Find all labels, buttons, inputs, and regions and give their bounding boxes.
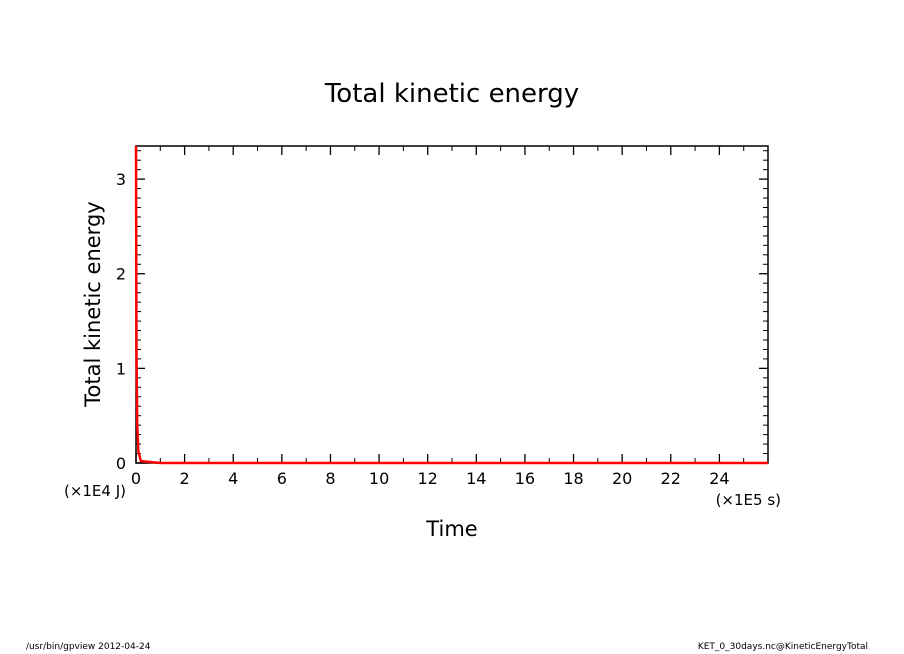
y-tick-label: 0 bbox=[116, 454, 126, 473]
x-tick-label: 4 bbox=[228, 469, 238, 488]
series-line bbox=[134, 145, 768, 465]
x-tick-label: 20 bbox=[612, 469, 632, 488]
x-tick-labels: 0 2 4 6 8 10 12 14 16 18 20 22 24 bbox=[131, 469, 730, 488]
y-tick-labels: 0 1 2 3 bbox=[116, 170, 126, 473]
x-tick-label: 8 bbox=[325, 469, 335, 488]
data-series bbox=[134, 145, 768, 465]
footer-source-info: /usr/bin/gpview 2012-04-24 bbox=[26, 642, 151, 652]
x-tick-label: 22 bbox=[661, 469, 681, 488]
y-tick-label: 3 bbox=[116, 170, 126, 189]
x-axis-label: Time bbox=[425, 517, 477, 541]
y-tick-label: 1 bbox=[116, 359, 126, 378]
plot-area bbox=[135, 145, 769, 464]
plot-frame bbox=[135, 145, 769, 464]
x-tick-label: 18 bbox=[563, 469, 583, 488]
tick-marks bbox=[135, 146, 769, 464]
x-tick-label: 16 bbox=[515, 469, 535, 488]
x-tick-label: 14 bbox=[466, 469, 486, 488]
x-tick-label: 12 bbox=[418, 469, 438, 488]
x-axis-unit: (×1E5 s) bbox=[716, 491, 781, 509]
x-tick-label: 10 bbox=[369, 469, 389, 488]
y-tick-label: 2 bbox=[116, 265, 126, 284]
x-tick-label: 6 bbox=[277, 469, 287, 488]
x-tick-label: 0 bbox=[131, 469, 141, 488]
y-axis-unit: (×1E4 J) bbox=[64, 482, 126, 500]
x-tick-label: 2 bbox=[180, 469, 190, 488]
footer-variable-info: KET_0_30days.nc@KineticEnergyTotal bbox=[697, 642, 868, 652]
x-tick-label: 24 bbox=[709, 469, 729, 488]
chart-title: Total kinetic energy bbox=[324, 79, 579, 109]
y-axis-label: Total kinetic energy bbox=[81, 201, 105, 407]
